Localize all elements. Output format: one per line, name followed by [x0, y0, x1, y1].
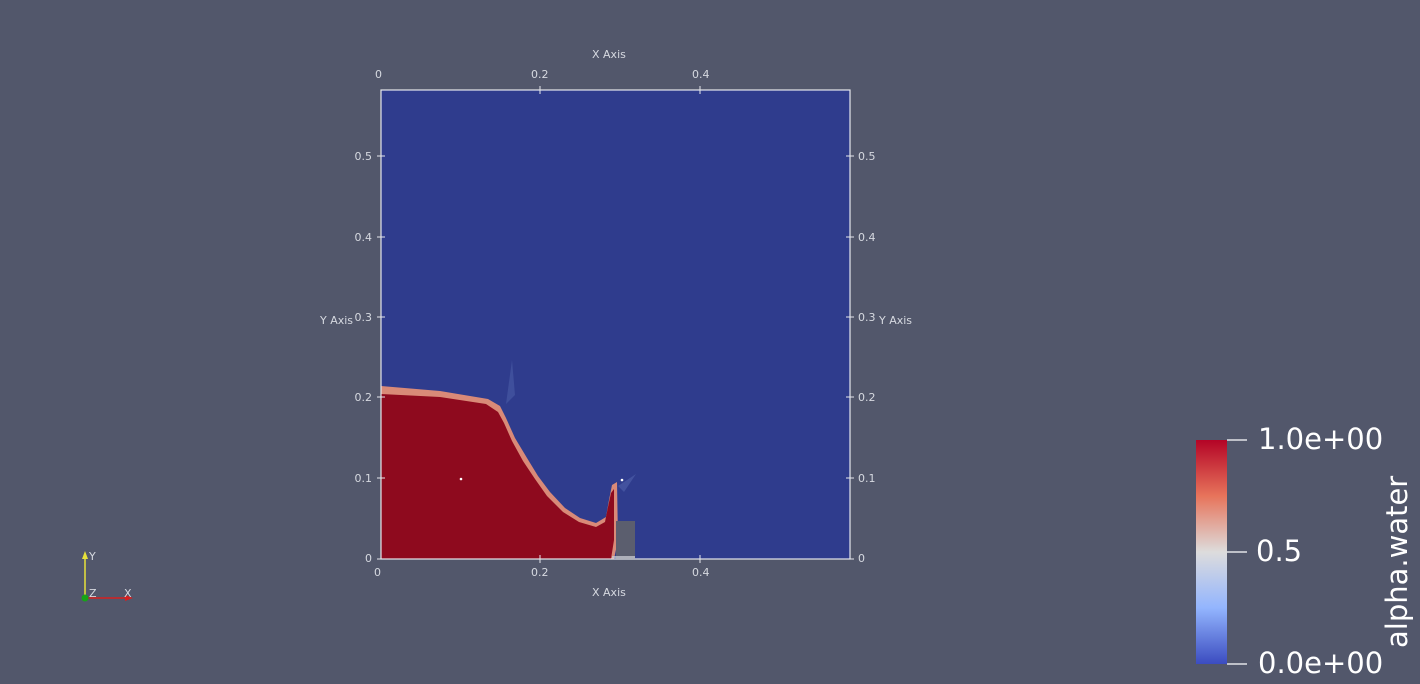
spray-streak-right: [618, 474, 636, 492]
x-axis-title-top: X Axis: [592, 48, 626, 61]
orientation-x-label: X: [124, 587, 132, 600]
y-tick-left: 0.5: [355, 150, 373, 163]
x-tick-top: 0: [375, 68, 382, 81]
colorbar-gradient: [1196, 440, 1227, 664]
y-tick-right: 0.3: [858, 311, 876, 324]
colorbar-max-label: 1.0e+00: [1258, 422, 1383, 456]
y-tick-left: 0.1: [355, 472, 373, 485]
y-tick-right: 0.2: [858, 391, 876, 404]
y-tick-right: 0.5: [858, 150, 876, 163]
orientation-y-arrow: [82, 551, 88, 559]
spray-streak: [506, 360, 515, 404]
y-tick-right: 0: [858, 552, 865, 565]
simulation-domain: [380, 89, 851, 560]
obstacle-block: [616, 521, 635, 559]
probe-point: [459, 477, 463, 481]
x-tick-top: 0.4: [692, 68, 710, 81]
colorbar-mid-label: 0.5: [1256, 534, 1302, 568]
water-region: [381, 394, 614, 559]
y-axis-title-right: Y Axis: [878, 314, 912, 327]
colorbar-legend[interactable]: 1.0e+00 0.5 0.0e+00 alpha.water: [1196, 422, 1414, 680]
x-tick-top: 0.2: [531, 68, 549, 81]
domain-outline: [380, 89, 851, 560]
tick-marks: [377, 86, 854, 563]
orientation-z-label: Z: [89, 587, 97, 600]
y-tick-right: 0.4: [858, 231, 876, 244]
x-tick-bottom: 0.4: [692, 566, 710, 579]
axes-grid: X Axis X Axis Y Axis Y Axis 0 0.2 0.4 0 …: [319, 48, 912, 599]
colorbar-min-label: 0.0e+00: [1258, 646, 1383, 680]
x-tick-bottom: 0: [374, 566, 381, 579]
y-axis-title-left: Y Axis: [319, 314, 353, 327]
y-tick-right: 0.1: [858, 472, 876, 485]
y-tick-left: 0.3: [355, 311, 373, 324]
y-tick-left: 0.4: [355, 231, 373, 244]
y-tick-left: 0: [365, 552, 372, 565]
orientation-axes: Y Z X: [81, 550, 133, 602]
orientation-y-label: Y: [88, 550, 96, 563]
y-tick-left: 0.2: [355, 391, 373, 404]
orientation-z-dot: [81, 594, 89, 602]
colorbar-title: alpha.water: [1380, 476, 1414, 648]
orientation-x-arrow: [125, 595, 133, 601]
x-tick-bottom: 0.2: [531, 566, 549, 579]
x-axis-title-bottom: X Axis: [592, 586, 626, 599]
probe-point-2: [620, 478, 624, 482]
